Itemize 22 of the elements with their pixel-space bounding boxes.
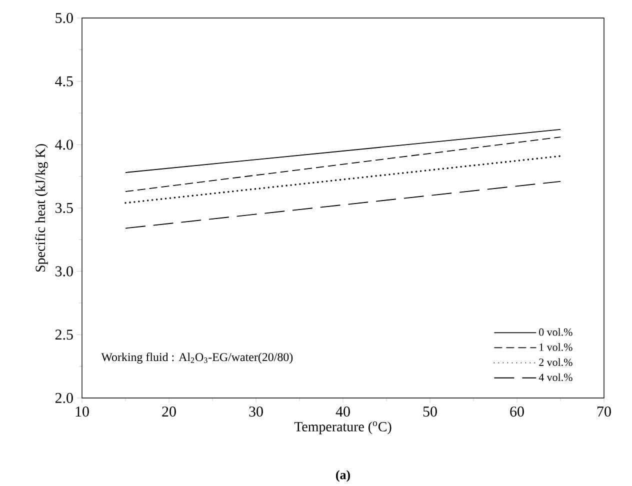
x-tick-label: 60 xyxy=(510,406,524,417)
text: (a) xyxy=(336,470,350,482)
y-tick-label: 5.0 xyxy=(56,12,73,24)
x-tick-label: 50 xyxy=(423,406,437,417)
x-tick-label: 20 xyxy=(162,406,176,417)
y-axis-title: Specific heat (kJ/kg K) xyxy=(35,144,48,272)
legend-label: 4 vol.% xyxy=(538,373,572,382)
x-axis-title: Temperature ($^{o}$C) xyxy=(294,421,392,434)
legend-label: 2 vol.% xyxy=(539,358,572,366)
x-tick-label: 10 xyxy=(76,406,89,417)
y-tick-label: 3.0 xyxy=(56,266,73,276)
annotation: Working fluid : Al$_{2}$O$_{3}$-EG/water(20/80) xyxy=(101,352,293,364)
x-tick-label: 40 xyxy=(336,406,350,417)
y-tick-label: 2.5 xyxy=(55,330,73,340)
x-tick-label: 70 xyxy=(598,406,611,417)
y-tick-label: 3.5 xyxy=(56,202,73,214)
x-tick-label: 30 xyxy=(249,406,263,417)
y-tick-label: 4.0 xyxy=(55,140,73,150)
y-tick-label: 2.0 xyxy=(55,392,73,404)
legend-label: 1 vol.% xyxy=(540,343,572,351)
legend-label: 0 vol.% xyxy=(539,328,572,336)
y-tick-label: 4.5 xyxy=(55,76,73,86)
